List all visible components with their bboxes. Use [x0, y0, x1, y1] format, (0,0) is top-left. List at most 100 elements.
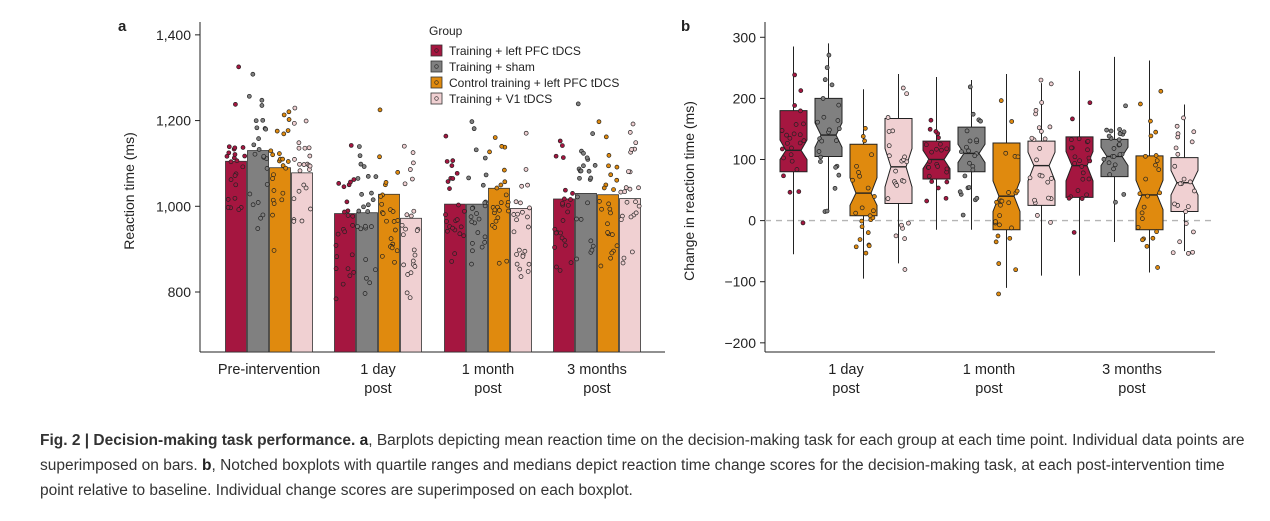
a-point — [568, 197, 573, 202]
a-point — [240, 164, 246, 170]
a-point — [525, 269, 531, 274]
a-point — [553, 230, 559, 236]
a-point — [342, 229, 348, 235]
b-point — [998, 98, 1004, 103]
b-point — [787, 189, 793, 195]
b-point — [993, 219, 998, 224]
a-point — [391, 219, 397, 224]
a-point — [283, 165, 289, 171]
a-point — [286, 109, 292, 115]
a-point — [334, 254, 340, 260]
a-bar — [269, 167, 291, 353]
a-point — [384, 218, 389, 224]
a-point — [462, 208, 467, 214]
a-y-tick-label: 1,200 — [156, 113, 191, 129]
a-x-tick-label: 1 month — [462, 362, 514, 378]
b-point — [893, 233, 899, 239]
b-point — [902, 236, 908, 241]
a-point — [302, 145, 308, 151]
a-point — [499, 144, 505, 149]
panel-b-points — [779, 52, 1197, 297]
a-point — [627, 186, 633, 192]
a-point — [234, 158, 240, 164]
b-box — [1065, 136, 1094, 198]
a-point — [608, 210, 613, 216]
a-point — [335, 231, 341, 237]
b-point — [900, 85, 906, 91]
a-point — [411, 160, 416, 166]
b-point — [1174, 123, 1180, 129]
b-point — [1113, 199, 1118, 205]
b-point — [926, 173, 932, 179]
b-point — [1191, 229, 1196, 235]
a-point — [225, 205, 231, 210]
a-point — [356, 208, 362, 214]
a-point — [296, 188, 302, 194]
a-point — [395, 170, 401, 175]
b-x-tick-label: 3 months — [1102, 362, 1162, 378]
a-point — [303, 185, 309, 191]
b-point — [994, 199, 999, 205]
a-point — [482, 200, 488, 206]
a-point — [553, 153, 559, 159]
a-point — [516, 247, 522, 253]
a-point — [475, 230, 481, 235]
b-point — [944, 179, 950, 185]
a-bar — [356, 212, 378, 353]
b-box — [992, 142, 1021, 231]
b-point — [1068, 145, 1074, 151]
b-point — [1048, 220, 1053, 225]
b-point — [899, 222, 904, 228]
a-point — [411, 247, 417, 253]
b-point — [1086, 155, 1092, 161]
a-point — [232, 173, 238, 178]
a-point — [526, 261, 532, 267]
b-point — [1183, 209, 1188, 215]
a-point — [523, 130, 529, 136]
b-point — [834, 138, 839, 143]
a-point — [349, 252, 355, 258]
a-point — [370, 197, 376, 203]
a-point — [466, 175, 471, 181]
b-point — [1085, 138, 1091, 144]
b-point — [1035, 213, 1040, 218]
b-y-tick-label: −200 — [724, 335, 756, 351]
b-point — [1066, 195, 1072, 201]
panel-b-boxes — [779, 43, 1199, 288]
a-point — [301, 162, 307, 167]
a-point — [383, 180, 389, 185]
a-point — [225, 197, 231, 202]
a-point — [618, 217, 624, 222]
a-point — [502, 167, 507, 173]
b-point — [850, 177, 855, 183]
b-point — [1186, 251, 1191, 256]
a-point — [358, 161, 364, 167]
b-point — [1155, 265, 1160, 270]
b-point — [967, 84, 973, 90]
a-point — [577, 175, 582, 181]
legend-entry: Training + sham — [449, 60, 535, 74]
b-point — [1086, 176, 1092, 182]
b-point — [856, 170, 861, 175]
b-point — [1009, 119, 1015, 124]
a-point — [494, 185, 500, 191]
b-point — [835, 118, 841, 123]
b-point — [1047, 124, 1053, 130]
a-bar — [247, 150, 269, 353]
b-point — [1117, 131, 1123, 137]
b-point — [1143, 176, 1149, 182]
b-point — [1123, 103, 1128, 109]
b-point — [1181, 176, 1187, 182]
b-point — [1029, 135, 1035, 141]
a-point — [629, 249, 635, 255]
b-point — [1156, 167, 1162, 172]
a-point — [373, 267, 378, 273]
a-point — [365, 174, 371, 179]
b-point — [1111, 146, 1117, 151]
a-point — [450, 176, 456, 181]
b-point — [1111, 154, 1117, 159]
b-y-tick-label: 300 — [733, 29, 757, 45]
a-point — [588, 175, 594, 181]
a-point — [505, 208, 511, 214]
a-point — [361, 164, 367, 169]
